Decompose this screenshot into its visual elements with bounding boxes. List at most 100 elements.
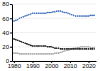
marker <box>71 48 73 50</box>
x-tick: 1980 <box>8 61 22 69</box>
x-axis: 1980 1990 2000 2010 2020 <box>8 61 97 69</box>
marker <box>84 15 86 17</box>
plot: 19801990200020102020020406080 <box>2 1 96 69</box>
marker <box>91 15 93 17</box>
y-tick-label: 80 <box>2 1 9 7</box>
x-tick-label: 1990 <box>26 63 40 69</box>
marker <box>26 15 28 17</box>
marker <box>41 45 43 47</box>
marker <box>65 50 67 52</box>
marker <box>75 47 77 49</box>
x-tick-label: 2010 <box>64 63 78 69</box>
marker <box>30 13 32 15</box>
marker <box>54 52 56 54</box>
marker <box>13 20 15 22</box>
y-tick: 60 <box>2 16 12 22</box>
marker <box>24 42 26 44</box>
marker <box>26 43 28 45</box>
marker <box>50 53 52 55</box>
marker <box>71 48 73 50</box>
marker <box>73 15 75 17</box>
marker <box>69 49 71 51</box>
marker <box>56 10 58 12</box>
marker <box>58 10 60 12</box>
y-tick: 0 <box>6 58 12 64</box>
marker <box>56 47 58 49</box>
marker <box>62 48 64 50</box>
marker <box>73 47 75 49</box>
marker <box>60 10 62 12</box>
series-markers <box>13 10 95 22</box>
marker <box>80 46 82 48</box>
marker <box>84 48 86 50</box>
series-line <box>14 39 94 49</box>
marker <box>35 53 37 55</box>
y-axis-line <box>12 5 13 62</box>
marker <box>34 12 36 14</box>
marker <box>21 17 23 19</box>
marker <box>60 48 62 50</box>
marker <box>21 41 23 43</box>
x-tick: 2010 <box>64 61 78 69</box>
marker <box>78 15 80 17</box>
marker <box>50 12 52 14</box>
chart: 19801990200020102020020406080 <box>0 0 100 71</box>
marker <box>63 12 65 14</box>
grid-line <box>12 61 96 62</box>
marker <box>91 47 93 49</box>
x-tick-label: 2000 <box>45 63 59 69</box>
series-group <box>13 10 95 54</box>
marker <box>67 50 69 52</box>
marker <box>54 11 56 13</box>
y-tick-label: 60 <box>2 16 9 22</box>
marker <box>30 53 32 55</box>
marker <box>69 13 71 15</box>
marker <box>39 12 41 14</box>
marker <box>67 48 69 50</box>
marker <box>13 52 15 54</box>
marker <box>32 45 34 47</box>
marker <box>50 46 52 48</box>
marker <box>78 47 80 49</box>
marker <box>93 15 95 17</box>
marker <box>52 53 54 55</box>
marker <box>49 12 51 14</box>
marker <box>49 46 51 48</box>
marker <box>90 48 92 50</box>
marker <box>75 15 77 17</box>
marker <box>17 52 19 54</box>
grid <box>12 4 96 61</box>
marker <box>28 14 30 16</box>
marker <box>60 52 62 54</box>
marker <box>17 40 19 42</box>
marker <box>52 11 54 13</box>
marker <box>24 15 26 17</box>
marker <box>88 46 90 48</box>
marker <box>86 46 88 48</box>
grid-line <box>12 4 96 5</box>
marker <box>43 45 45 47</box>
marker <box>19 53 21 55</box>
y-tick-mark <box>10 33 12 34</box>
y-tick-mark <box>10 47 12 48</box>
marker <box>15 20 17 22</box>
y-tick-mark <box>10 18 12 19</box>
marker <box>90 47 92 49</box>
x-tick-label: 2020 <box>82 63 96 69</box>
marker <box>24 53 26 55</box>
marker <box>77 48 79 50</box>
x-tick: 2020 <box>82 61 96 69</box>
grid-line <box>12 18 96 19</box>
series-line <box>14 11 94 21</box>
marker <box>88 48 90 50</box>
y-tick-mark <box>10 61 12 62</box>
marker <box>54 47 56 49</box>
series-line <box>14 47 94 54</box>
marker <box>78 48 80 50</box>
marker <box>13 38 15 40</box>
marker <box>52 47 54 49</box>
y-tick-label: 0 <box>6 58 10 64</box>
marker <box>93 48 95 50</box>
marker <box>62 11 64 13</box>
marker <box>43 12 45 14</box>
